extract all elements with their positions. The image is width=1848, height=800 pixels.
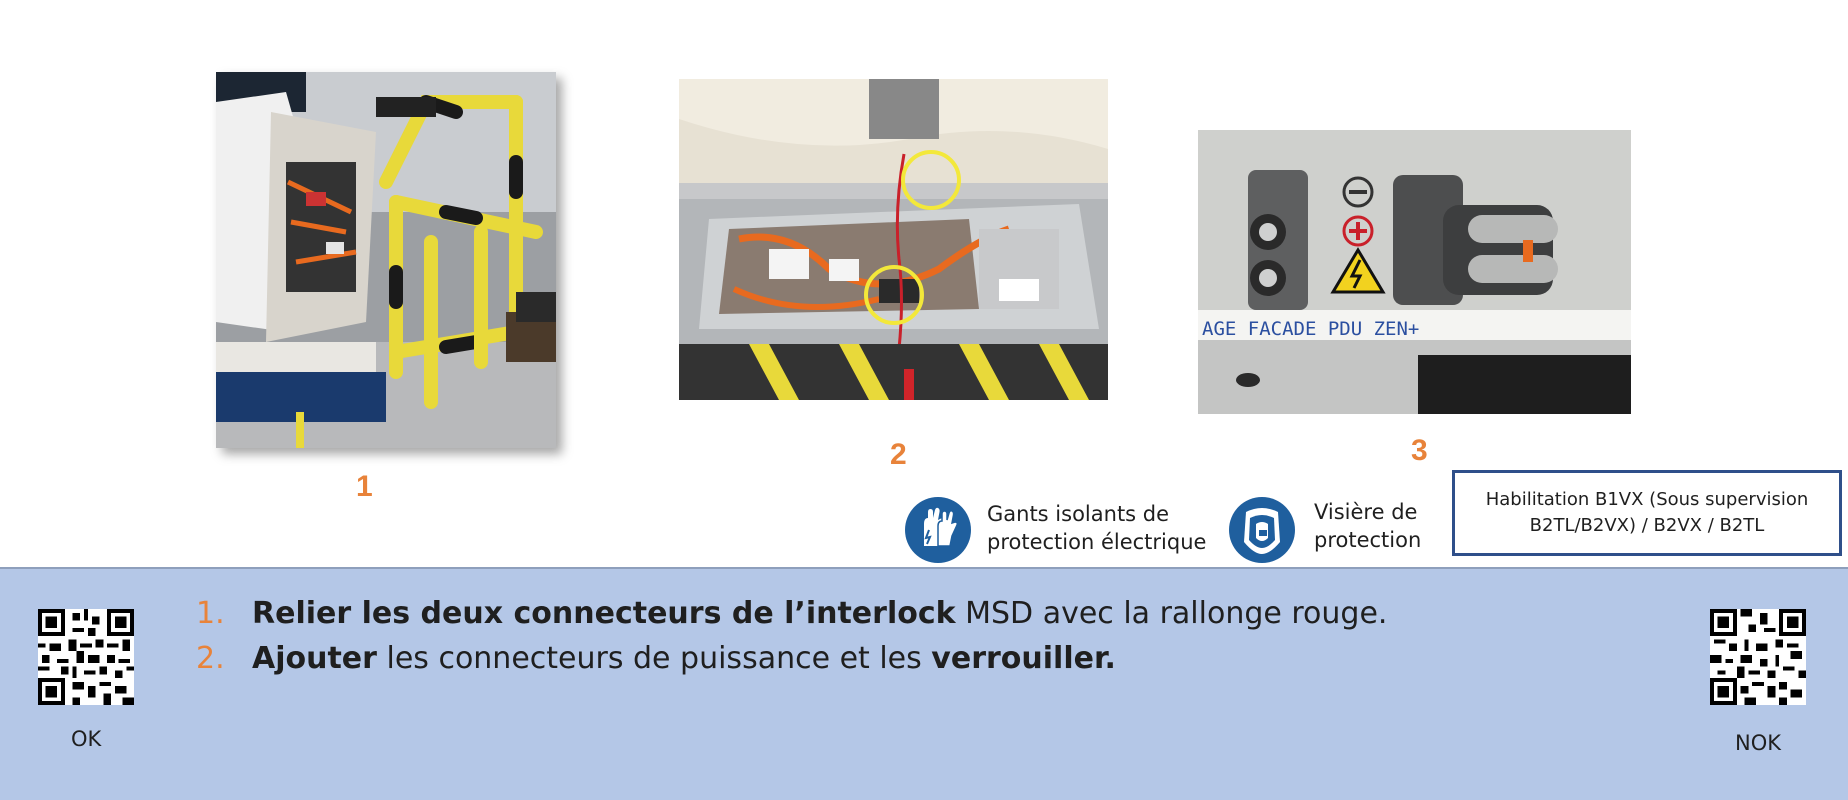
- instruction-2-bold-end: verrouiller.: [931, 641, 1116, 676]
- visor-label: Visière de protection: [1314, 498, 1421, 554]
- step-number-1: 1: [356, 470, 373, 503]
- step-number-2: 2: [890, 438, 907, 471]
- face-shield-icon: [1226, 494, 1298, 566]
- gloves-label-line2: protection électrique: [987, 530, 1207, 554]
- photo-step-2: [679, 79, 1108, 400]
- instruction-2-text: les connecteurs de puissance et les: [376, 641, 932, 676]
- instruction-list: 1. Relier les deux connecteurs de l’inte…: [196, 591, 1387, 681]
- instruction-1-text: MSD avec la rallonge rouge.: [955, 596, 1388, 631]
- gloves-label-line1: Gants isolants de: [987, 502, 1170, 526]
- step-number-3: 3: [1411, 434, 1428, 467]
- photo-step-3: AGE FACADE PDU ZEN+: [1198, 130, 1631, 414]
- gloves-icon: [902, 494, 974, 566]
- habilitation-line1: Habilitation B1VX (Sous supervision: [1485, 489, 1809, 510]
- instruction-panel: OK 1. Relier les deux connecteurs de l’i…: [0, 567, 1848, 800]
- qr-code-ok-icon[interactable]: [38, 609, 134, 705]
- habilitation-line2: B2TL/B2VX) / B2VX / B2TL: [1529, 515, 1765, 536]
- qr-ok-label: OK: [71, 727, 102, 751]
- habilitation-box: Habilitation B1VX (Sous supervision B2TL…: [1452, 470, 1842, 556]
- visor-label-line1: Visière de: [1314, 500, 1418, 524]
- gloves-label: Gants isolants de protection électrique: [987, 500, 1206, 556]
- qr-nok-label: NOK: [1735, 731, 1782, 755]
- instruction-item-1: 1. Relier les deux connecteurs de l’inte…: [196, 591, 1387, 636]
- photo-step-1: [216, 72, 556, 448]
- instruction-2-bold: Ajouter: [252, 641, 377, 676]
- instruction-item-2: 2. Ajouter les connecteurs de puissance …: [196, 636, 1387, 681]
- instruction-1-index: 1.: [196, 596, 225, 631]
- qr-code-nok-icon[interactable]: [1710, 609, 1806, 705]
- photo3-handwritten-text: AGE FACADE PDU ZEN+: [1202, 318, 1419, 340]
- visor-label-line2: protection: [1314, 528, 1422, 552]
- instruction-2-index: 2.: [196, 641, 225, 676]
- instruction-1-bold: Relier les deux connecteurs de l’interlo…: [252, 596, 956, 631]
